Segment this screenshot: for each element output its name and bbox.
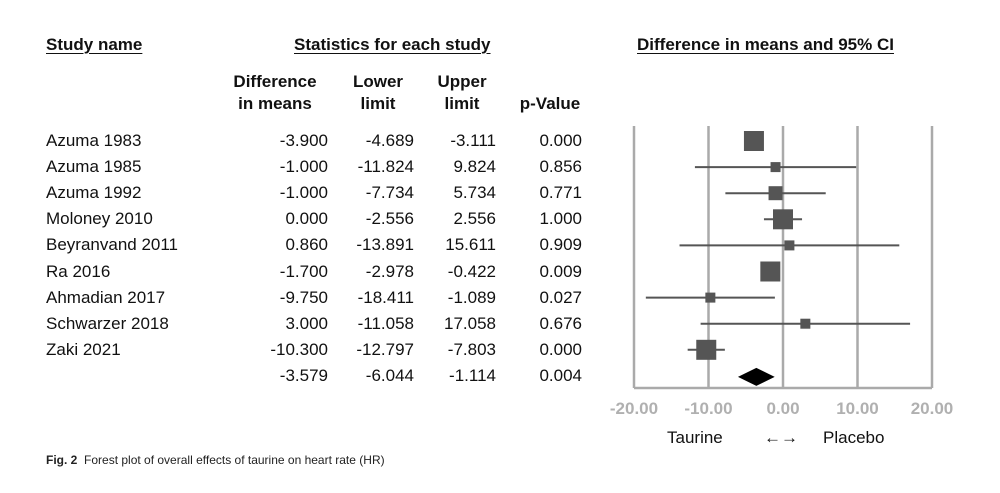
row-diff-value: -9.750 — [279, 287, 328, 307]
effect-marker — [705, 292, 716, 303]
study-name: Azuma 1992 — [46, 183, 142, 203]
row-upper-value: 17.058 — [444, 313, 496, 333]
figure-caption: Fig. 2 Forest plot of overall effects of… — [46, 453, 385, 467]
summary-lower-value: -6.044 — [365, 365, 414, 385]
lower-header-line2: limit — [360, 94, 396, 113]
diff-column-header: Difference in means — [222, 71, 328, 115]
summary-p-value: 0.004 — [539, 365, 582, 385]
row-p-value: 0.856 — [539, 157, 582, 177]
study-name: Moloney 2010 — [46, 209, 153, 229]
effect-marker — [696, 339, 717, 360]
x-tick-label: 20.00 — [911, 399, 954, 418]
lower-header-line1: Lower — [352, 72, 404, 91]
row-diff-value: -1.000 — [279, 157, 328, 177]
row-p-value: 0.676 — [539, 313, 582, 333]
row-upper-value: -7.803 — [447, 339, 496, 359]
row-lower-value: -12.797 — [356, 339, 414, 359]
statistics-header: Statistics for each study — [294, 35, 491, 54]
effect-marker — [770, 162, 781, 173]
effect-marker — [773, 209, 793, 230]
study-name: Ra 2016 — [46, 261, 111, 281]
figure-caption-text: Forest plot of overall effects of taurin… — [84, 453, 385, 467]
effect-marker — [784, 240, 795, 251]
upper-header-line1: Upper — [437, 72, 487, 91]
ci-header: Difference in means and 95% CI — [637, 35, 894, 54]
row-p-value: 0.909 — [539, 235, 582, 255]
effect-marker — [768, 186, 783, 201]
row-diff-value: -10.300 — [270, 339, 328, 359]
diff-header-line1: Difference — [233, 72, 317, 91]
x-tick-label: -10.00 — [684, 399, 732, 418]
summary-diamond — [737, 367, 775, 386]
lower-column-header: Lower limit — [342, 71, 414, 115]
row-diff-value: -1.000 — [279, 183, 328, 203]
row-p-value: 0.009 — [539, 261, 582, 281]
x-tick-label: 0.00 — [766, 399, 799, 418]
row-p-value: 0.771 — [539, 183, 582, 203]
row-p-value: 1.000 — [539, 209, 582, 229]
row-lower-value: -13.891 — [356, 235, 414, 255]
row-lower-value: -2.978 — [365, 261, 414, 281]
p-value-column-header: p-Value — [519, 94, 581, 113]
x-tick-label: 10.00 — [836, 399, 879, 418]
row-p-value: 0.027 — [539, 287, 582, 307]
upper-column-header: Upper limit — [426, 71, 498, 115]
x-tick-label: -20.00 — [610, 399, 658, 418]
row-diff-value: 3.000 — [285, 313, 328, 333]
effect-marker — [800, 318, 811, 329]
study-name-header: Study name — [46, 35, 143, 54]
row-lower-value: -7.734 — [365, 183, 414, 203]
row-upper-value: 5.734 — [453, 183, 496, 203]
study-name: Azuma 1983 — [46, 131, 142, 150]
row-diff-value: 0.000 — [285, 209, 328, 229]
row-lower-value: -2.556 — [365, 209, 414, 229]
row-upper-value: 9.824 — [453, 157, 496, 177]
upper-header-line2: limit — [444, 94, 480, 113]
row-upper-value: -0.422 — [447, 261, 496, 281]
row-p-value: 0.000 — [539, 131, 582, 150]
placebo-label: Placebo — [823, 428, 885, 447]
row-upper-value: -3.111 — [450, 131, 496, 150]
effect-marker — [760, 261, 781, 282]
study-name: Beyranvand 2011 — [46, 235, 179, 255]
study-name: Zaki 2021 — [46, 339, 121, 359]
row-diff-value: -3.900 — [279, 131, 328, 150]
diff-header-line2: in means — [238, 94, 312, 113]
row-diff-value: -1.700 — [279, 261, 328, 281]
figure-label: Fig. 2 — [46, 453, 78, 467]
summary-upper-value: -1.114 — [449, 365, 496, 385]
row-upper-value: 2.556 — [453, 209, 496, 229]
row-diff-value: 0.860 — [285, 235, 328, 255]
row-lower-value: -4.689 — [365, 131, 414, 150]
row-upper-value: -1.089 — [447, 287, 496, 307]
row-lower-value: -11.058 — [357, 313, 414, 333]
study-name: Schwarzer 2018 — [46, 313, 169, 333]
summary-diff-value: -3.579 — [279, 365, 328, 385]
row-p-value: 0.000 — [539, 339, 582, 359]
row-upper-value: 15.611 — [445, 235, 496, 255]
direction-arrow: ←→ — [764, 428, 798, 447]
row-lower-value: -11.824 — [357, 157, 414, 177]
study-name: Ahmadian 2017 — [46, 287, 166, 307]
row-lower-value: -18.411 — [357, 287, 414, 307]
taurine-label: Taurine — [667, 428, 723, 447]
effect-marker — [743, 131, 764, 151]
study-name: Azuma 1985 — [46, 157, 142, 177]
